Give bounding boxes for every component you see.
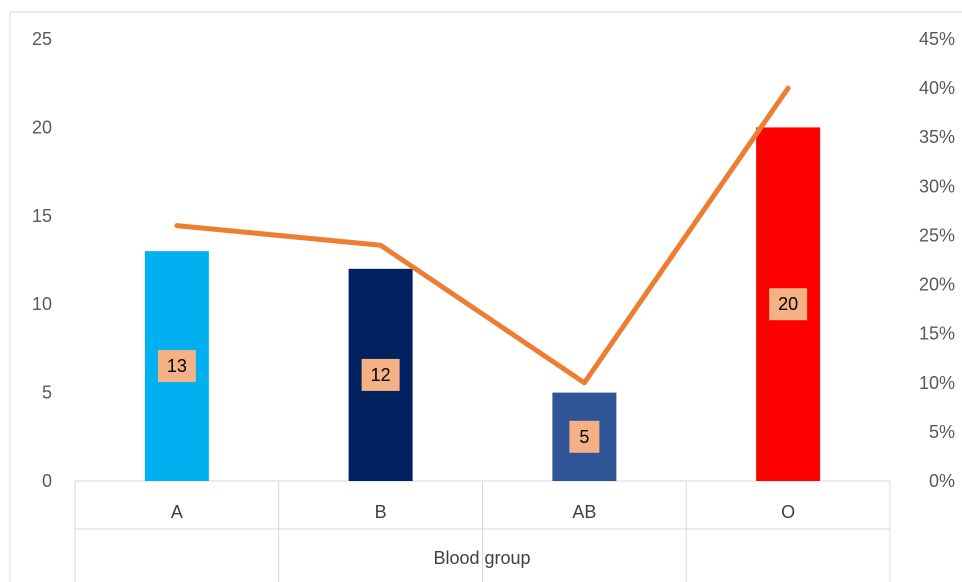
percentage-line (174, 85, 791, 386)
line-series (174, 85, 791, 386)
x-tick-label: B (375, 502, 387, 522)
y-left-tick-label: 5 (42, 383, 52, 403)
data-labels: 13 12 5 20 (157, 288, 808, 453)
y-right-tick-label: 0% (929, 471, 955, 491)
y-left-tick-label: 10 (32, 294, 52, 314)
y-right-tick-label: 25% (919, 225, 955, 245)
data-label: 13 (167, 356, 187, 376)
y-right-tick-label: 45% (919, 29, 955, 49)
y-right-tick-label: 15% (919, 324, 955, 344)
y-right-tick-label: 20% (919, 275, 955, 295)
x-tick-label: O (781, 502, 795, 522)
y-left-tick-label: 20 (32, 117, 52, 137)
data-label-box (157, 350, 196, 383)
x-tick-label: A (171, 502, 183, 522)
y-right-tick-label: 10% (919, 373, 955, 393)
y-left-tick-label: 25 (32, 29, 52, 49)
bars (144, 127, 821, 482)
x-axis-title: Blood group (433, 548, 530, 568)
data-label: 20 (778, 294, 798, 314)
data-label-box (769, 288, 808, 321)
y-left-tick-label: 15 (32, 206, 52, 226)
data-label-box (361, 358, 400, 391)
y-right-tick-label: 5% (929, 422, 955, 442)
y-right-tick-label: 30% (919, 176, 955, 196)
y-left-tick-label: 0 (42, 471, 52, 491)
data-label: 12 (371, 365, 391, 385)
x-tick-label: AB (572, 502, 596, 522)
y-right-tick-label: 35% (919, 127, 955, 147)
data-label: 5 (579, 427, 589, 447)
data-label-box (569, 420, 600, 453)
y-right-tick-label: 40% (919, 78, 955, 98)
